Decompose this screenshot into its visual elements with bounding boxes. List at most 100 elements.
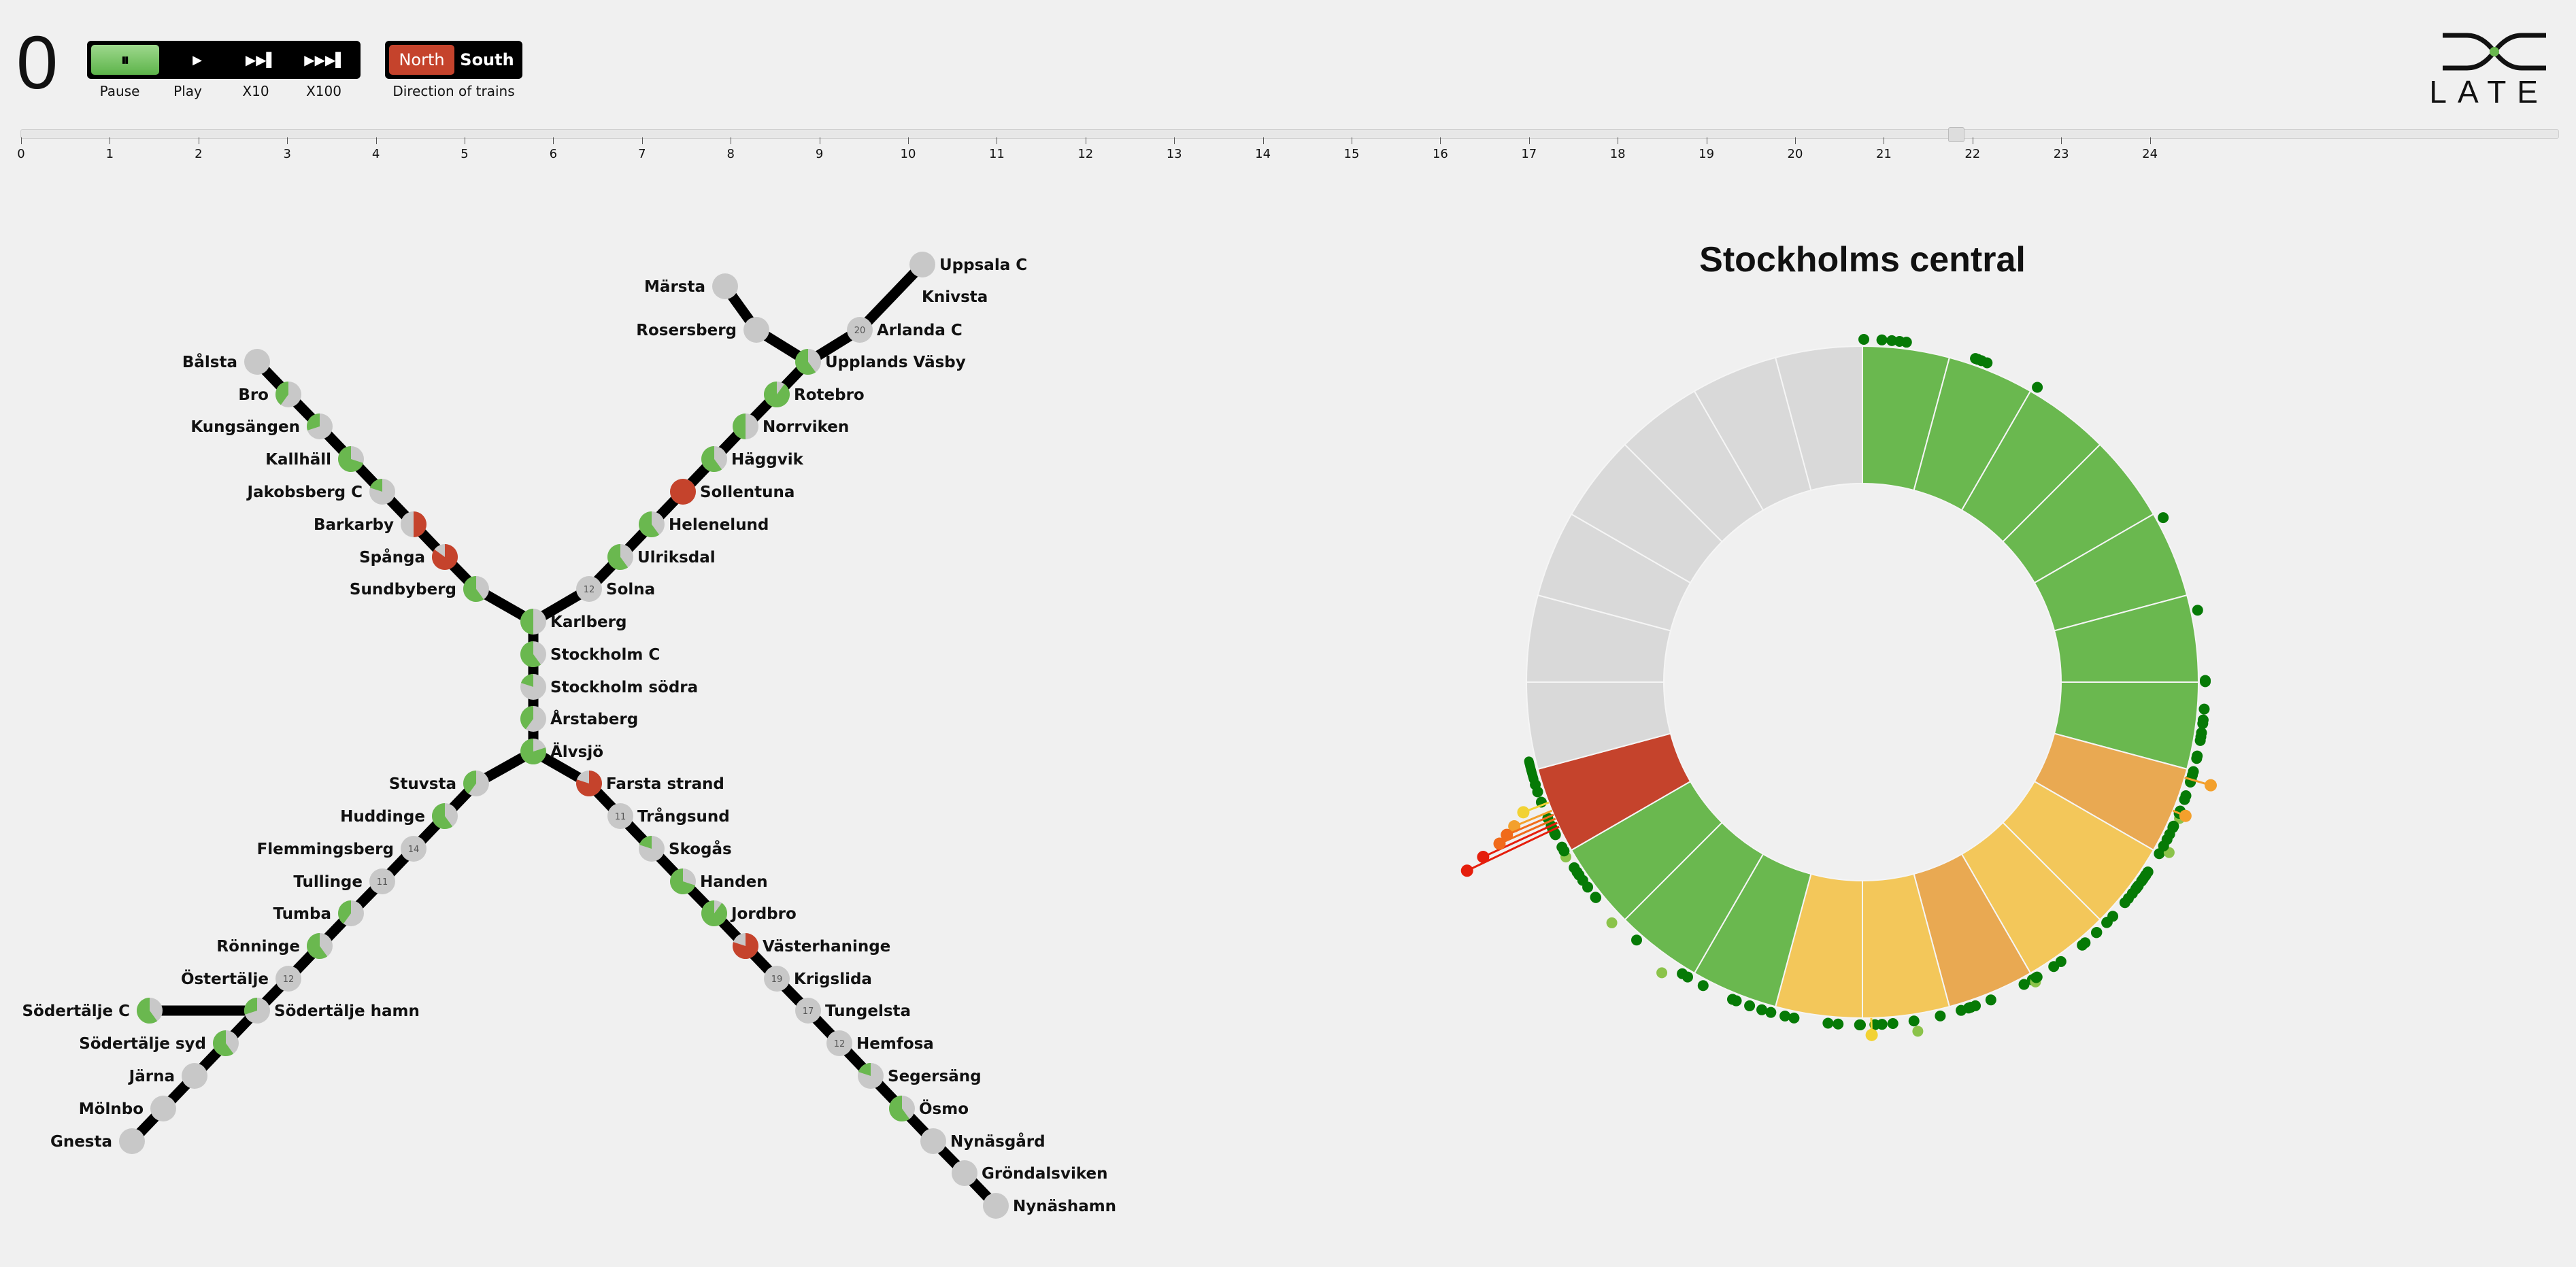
station-marker[interactable]: Häggvik	[701, 446, 804, 472]
station-marker[interactable]: Nynäsgård	[920, 1128, 1046, 1154]
station-marker[interactable]: Sundbyberg	[350, 576, 489, 602]
hour-segment[interactable]	[1537, 513, 1692, 632]
station-marker[interactable]: Gnesta	[50, 1128, 145, 1154]
station-marker[interactable]: Farsta strand	[576, 771, 724, 796]
station-circle[interactable]	[150, 1096, 176, 1121]
x10-button[interactable]: ▶▶▌	[231, 45, 291, 75]
hour-segment[interactable]	[1862, 345, 1951, 492]
station-marker[interactable]: Jordbro	[701, 900, 797, 927]
hour-segment[interactable]	[2033, 732, 2188, 851]
station-marker[interactable]: Handen	[670, 868, 768, 894]
station-circle[interactable]	[401, 836, 426, 862]
station-marker[interactable]: Segersäng	[858, 1063, 982, 1089]
station-circle[interactable]	[847, 317, 873, 343]
station-marker[interactable]: Spånga	[359, 544, 458, 570]
station-marker[interactable]: Mölnbo	[79, 1096, 176, 1121]
hour-segment[interactable]	[1913, 356, 2032, 511]
hour-segment[interactable]	[2002, 443, 2155, 584]
station-marker[interactable]: Märsta	[644, 273, 738, 299]
hour-segment[interactable]	[1624, 822, 1764, 975]
station-circle[interactable]	[275, 966, 301, 992]
station-marker[interactable]: Årstaberg	[520, 706, 638, 732]
station-marker[interactable]: Helenelund	[639, 511, 769, 538]
play-button[interactable]: ▶	[167, 45, 227, 75]
station-marker[interactable]: Tumba	[273, 900, 365, 926]
station-marker[interactable]: Rönninge	[216, 933, 333, 959]
station-marker[interactable]: Gröndalsviken	[952, 1160, 1107, 1186]
station-marker[interactable]: Upplands Väsby	[795, 349, 966, 375]
station-marker[interactable]: 19 Krigslida	[764, 966, 872, 992]
station-marker[interactable]: Älvsjö	[520, 739, 603, 764]
station-circle[interactable]	[909, 252, 935, 277]
station-circle[interactable]	[119, 1128, 145, 1154]
station-marker[interactable]: 11 Tullinge	[293, 868, 395, 894]
station-marker[interactable]: Kallhäll	[265, 446, 364, 472]
hour-segment[interactable]	[2033, 513, 2188, 632]
station-marker[interactable]: Södertälje syd	[79, 1030, 239, 1056]
north-button[interactable]: North	[389, 45, 454, 75]
station-marker[interactable]: Ulriksdal	[607, 544, 716, 571]
hour-segment[interactable]	[1570, 443, 1723, 584]
hour-segment[interactable]	[1862, 873, 1951, 1019]
station-circle[interactable]	[826, 1030, 852, 1056]
hour-segment[interactable]	[1960, 390, 2101, 543]
station-circle[interactable]	[576, 576, 602, 602]
station-marker[interactable]: Stuvsta	[389, 771, 489, 796]
hour-segment[interactable]	[1525, 681, 1672, 771]
station-marker[interactable]: Stockholm C	[520, 641, 660, 667]
station-marker[interactable]: Södertälje C	[22, 998, 163, 1024]
hour-segment[interactable]	[1624, 390, 1764, 543]
station-circle[interactable]	[952, 1160, 977, 1186]
station-marker[interactable]: Stockholm södra	[520, 674, 698, 700]
pause-button[interactable]: ⏸	[91, 45, 159, 75]
station-marker[interactable]: Skogås	[639, 836, 732, 862]
station-circle[interactable]	[244, 349, 270, 375]
hour-segment[interactable]	[1570, 780, 1723, 921]
hour-segment[interactable]	[1774, 345, 1863, 492]
south-button[interactable]: South	[460, 50, 514, 69]
station-circle[interactable]	[369, 868, 395, 894]
station-marker[interactable]: Västerhaninge	[733, 933, 890, 960]
timeline-slider[interactable]	[20, 127, 2559, 142]
station-circle[interactable]	[607, 803, 633, 829]
hour-segment[interactable]	[1537, 732, 1692, 851]
x100-button[interactable]: ▶▶▶▌	[294, 45, 356, 75]
hour-segment[interactable]	[2002, 780, 2155, 921]
station-circle[interactable]	[983, 1193, 1009, 1219]
hour-segment[interactable]	[1693, 853, 1812, 1008]
hour-segment[interactable]	[1693, 356, 1812, 511]
station-circle[interactable]	[182, 1063, 207, 1089]
hour-segment[interactable]	[1525, 594, 1672, 683]
station-marker[interactable]: Järna	[128, 1063, 207, 1089]
station-marker[interactable]: 12 Hemfosa	[826, 1030, 934, 1056]
station-marker[interactable]: Karlberg	[520, 609, 626, 635]
station-marker[interactable]: Kungsängen	[190, 413, 333, 439]
station-marker[interactable]: Rotebro	[764, 382, 865, 408]
hour-segment[interactable]	[1774, 873, 1863, 1019]
station-marker[interactable]: 11 Trångsund	[607, 803, 730, 829]
station-circle[interactable]	[764, 966, 790, 992]
station-marker[interactable]: Jakobsberg C	[246, 479, 395, 505]
station-marker[interactable]: Södertälje hamn	[244, 998, 420, 1024]
station-marker[interactable]: Uppsala C	[909, 252, 1027, 277]
station-circle[interactable]	[920, 1128, 946, 1154]
station-marker[interactable]: 17 Tungelsta	[795, 998, 911, 1024]
station-marker[interactable]: Bro	[238, 382, 301, 407]
station-marker[interactable]: Barkarby	[314, 511, 426, 537]
hour-segment[interactable]	[1960, 822, 2101, 975]
hour-segment[interactable]	[2053, 594, 2200, 683]
station-marker[interactable]: Bålsta	[182, 349, 270, 375]
station-circle[interactable]	[712, 273, 738, 299]
station-circle[interactable]	[795, 998, 821, 1024]
station-marker[interactable]: Norrviken	[733, 413, 849, 439]
station-marker[interactable]: Knivsta	[922, 288, 988, 306]
timeline-handle[interactable]	[1947, 127, 1964, 142]
station-marker[interactable]: Nynäshamn	[983, 1193, 1116, 1219]
station-marker[interactable]: Rosersberg	[636, 317, 769, 343]
station-marker[interactable]: Ösmo	[889, 1096, 969, 1121]
hour-segment[interactable]	[2053, 681, 2200, 771]
station-marker[interactable]: 20 Arlanda C	[847, 317, 963, 343]
station-marker[interactable]: Sollentuna	[670, 479, 794, 505]
station-circle[interactable]	[743, 317, 769, 343]
station-marker[interactable]: 12 Solna	[576, 576, 655, 602]
